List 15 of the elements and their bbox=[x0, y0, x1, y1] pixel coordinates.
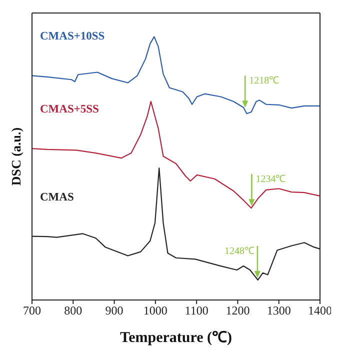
annotation: 1218℃ bbox=[249, 76, 280, 87]
x-tick-label: 1300 bbox=[266, 304, 291, 318]
x-axis-title: Temperature (℃) bbox=[120, 330, 232, 346]
text: CMAS+10SS bbox=[40, 30, 105, 43]
text: CMAS+5SS bbox=[40, 104, 99, 116]
x-tick-label: 1200 bbox=[226, 304, 250, 318]
annotation: 1234℃ bbox=[256, 174, 286, 186]
y-axis-title: DSC (a.u.) bbox=[8, 127, 24, 186]
x-tick-label: 1000 bbox=[143, 304, 168, 318]
annotation: 1248℃ bbox=[224, 246, 254, 257]
x-tick-label: 800 bbox=[64, 304, 82, 318]
x-tick-label: 1100 bbox=[184, 304, 208, 318]
x-tick-label: 700 bbox=[23, 304, 41, 318]
x-tick-label: 900 bbox=[105, 304, 124, 318]
text: CMAS bbox=[40, 191, 74, 204]
